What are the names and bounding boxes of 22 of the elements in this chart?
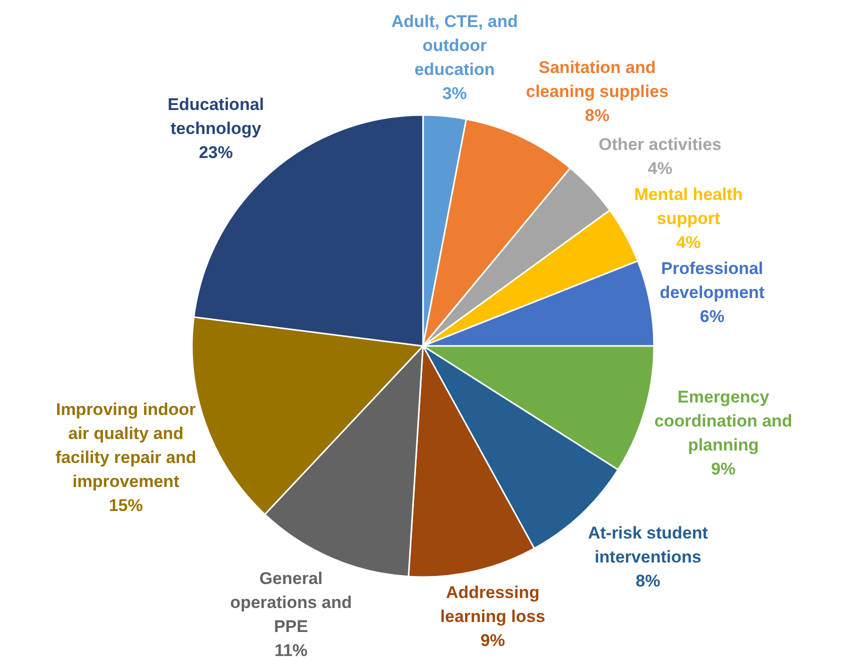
slice-label: Emergency coordination and planning bbox=[654, 387, 792, 454]
slice-label: Addressing learning loss bbox=[440, 583, 546, 626]
data-label: 9% bbox=[480, 631, 506, 650]
data-label: 15% bbox=[108, 496, 143, 516]
data-label: 6% bbox=[700, 307, 724, 326]
data-label: 4% bbox=[648, 159, 672, 178]
slice-label: Sanitation and cleaning supplies bbox=[526, 58, 669, 101]
data-label: 11% bbox=[274, 641, 308, 660]
slice-label: General operations and PPE bbox=[230, 569, 352, 636]
slice-label: At-risk student interventions bbox=[588, 524, 708, 567]
data-label: 9% bbox=[711, 459, 736, 478]
data-label: 8% bbox=[636, 572, 660, 591]
slice-label: Adult, CTE, and outdoor education bbox=[391, 12, 518, 80]
slice-label: Improving indoor air quality and facility repair and improvement bbox=[55, 400, 196, 492]
slice-label: Educational technology bbox=[168, 95, 264, 138]
data-label: 23% bbox=[198, 143, 233, 162]
data-label: 3% bbox=[442, 84, 467, 104]
slice-label: Other activities bbox=[598, 135, 722, 154]
data-label: 4% bbox=[676, 233, 701, 252]
data-label: 8% bbox=[584, 106, 610, 125]
slice-label: Mental health support bbox=[634, 185, 743, 228]
slice-label: Professional development bbox=[660, 259, 765, 302]
